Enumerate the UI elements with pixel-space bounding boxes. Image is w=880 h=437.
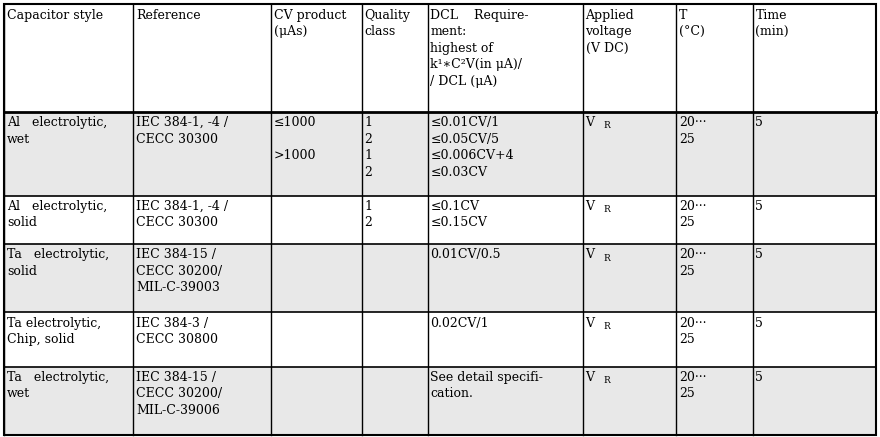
Bar: [752, 112, 876, 196]
Text: R: R: [603, 376, 610, 385]
Bar: [676, 312, 752, 367]
Bar: [676, 4, 752, 112]
Bar: [583, 196, 676, 244]
Bar: [362, 312, 428, 367]
Bar: [752, 244, 876, 312]
Bar: [362, 196, 428, 244]
Bar: [752, 4, 876, 112]
Text: Ta electrolytic,
Chip, solid: Ta electrolytic, Chip, solid: [7, 317, 101, 346]
Text: 5: 5: [755, 371, 763, 384]
Text: Capacitor style: Capacitor style: [7, 9, 103, 22]
Bar: [428, 312, 583, 367]
Text: R: R: [603, 205, 610, 214]
Text: 20···
25: 20··· 25: [678, 249, 707, 278]
Bar: [4, 4, 134, 112]
Text: 0.02CV/1: 0.02CV/1: [430, 317, 489, 330]
Bar: [428, 112, 583, 196]
Bar: [583, 312, 676, 367]
Bar: [752, 196, 876, 244]
Bar: [583, 244, 676, 312]
Bar: [583, 367, 676, 435]
Bar: [676, 367, 752, 435]
Bar: [362, 4, 428, 112]
Text: 20···
25: 20··· 25: [678, 200, 707, 229]
Bar: [4, 312, 134, 367]
Text: 20···
25: 20··· 25: [678, 371, 707, 400]
Bar: [134, 196, 271, 244]
Text: Applied
voltage
(V DC): Applied voltage (V DC): [585, 9, 634, 55]
Text: CV product
(μAs): CV product (μAs): [274, 9, 346, 38]
Bar: [4, 367, 134, 435]
Text: IEC 384-3 /
CECC 30800: IEC 384-3 / CECC 30800: [136, 317, 218, 346]
Bar: [271, 196, 362, 244]
Text: Al   electrolytic,
wet: Al electrolytic, wet: [7, 116, 107, 146]
Text: Reference: Reference: [136, 9, 201, 22]
Text: Al   electrolytic,
solid: Al electrolytic, solid: [7, 200, 107, 229]
Text: Quality
class: Quality class: [364, 9, 410, 38]
Text: Ta   electrolytic,
solid: Ta electrolytic, solid: [7, 249, 109, 278]
Bar: [271, 244, 362, 312]
Text: 20···
25: 20··· 25: [678, 317, 707, 346]
Bar: [676, 244, 752, 312]
Text: IEC 384-1, -4 /
CECC 30300: IEC 384-1, -4 / CECC 30300: [136, 200, 228, 229]
Bar: [428, 367, 583, 435]
Bar: [134, 312, 271, 367]
Text: See detail specifi-
cation.: See detail specifi- cation.: [430, 371, 543, 400]
Bar: [362, 112, 428, 196]
Bar: [752, 367, 876, 435]
Text: 1
2: 1 2: [364, 200, 372, 229]
Text: V: V: [585, 371, 595, 384]
Bar: [271, 112, 362, 196]
Text: Ta   electrolytic,
wet: Ta electrolytic, wet: [7, 371, 109, 400]
Text: V: V: [585, 200, 595, 213]
Bar: [4, 196, 134, 244]
Text: 0.01CV/0.5: 0.01CV/0.5: [430, 249, 501, 261]
Text: DCL    Require-
ment:
highest of
k¹∗C²V(in μA)/
/ DCL (μA): DCL Require- ment: highest of k¹∗C²V(in …: [430, 9, 529, 88]
Text: V: V: [585, 116, 595, 129]
Bar: [4, 244, 134, 312]
Text: 5: 5: [755, 116, 763, 129]
Text: R: R: [603, 121, 610, 130]
Text: 1
2
1
2: 1 2 1 2: [364, 116, 372, 179]
Text: IEC 384-15 /
CECC 30200/
MIL-C-39003: IEC 384-15 / CECC 30200/ MIL-C-39003: [136, 249, 222, 295]
Text: 5: 5: [755, 317, 763, 330]
Text: ≤0.01CV/1
≤0.05CV/5
≤0.006CV+4
≤0.03CV: ≤0.01CV/1 ≤0.05CV/5 ≤0.006CV+4 ≤0.03CV: [430, 116, 514, 179]
Text: R: R: [603, 254, 610, 263]
Bar: [362, 244, 428, 312]
Text: IEC 384-15 /
CECC 30200/
MIL-C-39006: IEC 384-15 / CECC 30200/ MIL-C-39006: [136, 371, 222, 417]
Bar: [752, 312, 876, 367]
Bar: [271, 312, 362, 367]
Bar: [676, 112, 752, 196]
Bar: [134, 244, 271, 312]
Bar: [583, 112, 676, 196]
Bar: [362, 367, 428, 435]
Bar: [134, 4, 271, 112]
Bar: [428, 244, 583, 312]
Text: R: R: [603, 322, 610, 331]
Text: 5: 5: [755, 249, 763, 261]
Bar: [428, 196, 583, 244]
Text: ≤1000

>1000: ≤1000 >1000: [274, 116, 316, 162]
Text: ≤0.1CV
≤0.15CV: ≤0.1CV ≤0.15CV: [430, 200, 488, 229]
Text: Time
(min): Time (min): [755, 9, 789, 38]
Bar: [428, 4, 583, 112]
Text: 5: 5: [755, 200, 763, 213]
Bar: [271, 367, 362, 435]
Text: V: V: [585, 249, 595, 261]
Bar: [4, 112, 134, 196]
Bar: [134, 367, 271, 435]
Bar: [134, 112, 271, 196]
Text: 20···
25: 20··· 25: [678, 116, 707, 146]
Text: IEC 384-1, -4 /
CECC 30300: IEC 384-1, -4 / CECC 30300: [136, 116, 228, 146]
Bar: [271, 4, 362, 112]
Bar: [676, 196, 752, 244]
Text: T
(°C): T (°C): [678, 9, 705, 38]
Text: V: V: [585, 317, 595, 330]
Bar: [583, 4, 676, 112]
